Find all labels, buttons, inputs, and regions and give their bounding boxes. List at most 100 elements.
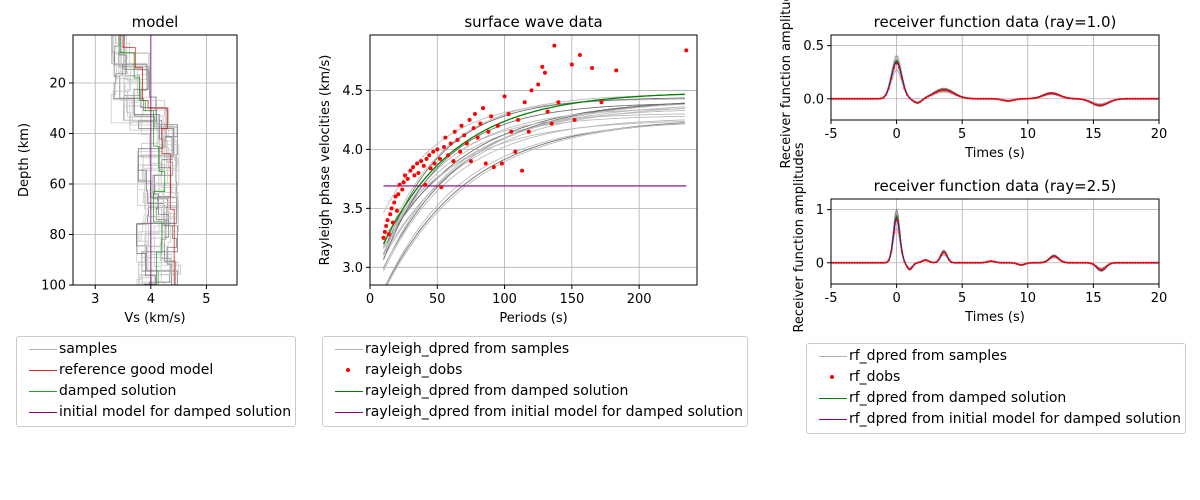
- axes-frame: [830, 34, 1160, 121]
- observed-rf-point: [924, 258, 927, 262]
- observed-rf-point: [1092, 102, 1095, 105]
- observed-point: [405, 176, 410, 181]
- observed-rf-point: [947, 258, 951, 261]
- legend-swatch: [819, 356, 847, 357]
- observed-rf-point: [1102, 103, 1105, 106]
- legend-label: damped solution: [59, 383, 177, 399]
- observed-rf-point: [1110, 99, 1113, 103]
- observed-rf-point: [1147, 261, 1150, 264]
- chart-title: receiver function data (ray=1.0): [874, 13, 1117, 31]
- observed-rf-point: [937, 90, 940, 93]
- observed-rf-point: [856, 97, 859, 100]
- observed-rf-point: [850, 97, 854, 100]
- observed-rf-point: [879, 261, 882, 264]
- observed-rf-point: [858, 261, 861, 264]
- x-axis-label: Times (s): [964, 310, 1025, 325]
- observed-rf-point: [1087, 261, 1090, 264]
- observed-rf-point: [924, 96, 927, 99]
- observed-rf-point: [1118, 261, 1121, 264]
- observed-rf-point: [1008, 261, 1011, 264]
- observed-rf-point: [974, 97, 977, 100]
- observed-rf-point: [1066, 96, 1069, 99]
- legend-item-samples: samples: [17, 339, 295, 360]
- observed-point: [402, 173, 407, 178]
- observed-rf-point: [850, 261, 854, 264]
- y-tick-label: 40: [49, 127, 66, 142]
- observed-point: [401, 180, 406, 185]
- observed-rf-point: [1018, 97, 1022, 101]
- observed-rf-point: [1021, 97, 1024, 100]
- axes-frame: [830, 198, 1160, 285]
- y-tick-label: 0.5: [803, 39, 824, 54]
- observed-rf-point: [1010, 99, 1014, 102]
- observed-rf-point: [929, 260, 932, 264]
- observed-point: [435, 147, 440, 152]
- sample-model-line: [113, 35, 178, 285]
- observed-rf-point: [1000, 261, 1003, 264]
- observed-rf-point: [1037, 261, 1040, 264]
- observed-point: [489, 114, 494, 119]
- observed-rf-point: [997, 261, 1001, 264]
- observed-rf-point: [866, 97, 869, 100]
- observed-point: [400, 187, 405, 192]
- observed-rf-point: [911, 99, 914, 102]
- observed-rf-point: [1034, 96, 1037, 99]
- observed-rf-point: [1155, 261, 1158, 264]
- observed-rf-point: [869, 97, 872, 100]
- observed-rf-point: [908, 268, 911, 271]
- observed-rf-point: [1150, 261, 1153, 264]
- legend-item-observed: rayleigh_dobs: [323, 360, 747, 381]
- x-tick-label: 20: [1151, 291, 1168, 306]
- y-tick-label: 80: [49, 228, 66, 243]
- panel-3: -5 0 5 10 15 20 0 1 receiver function data (ray=…: [792, 142, 1167, 332]
- observed-rf-point: [932, 261, 935, 264]
- observed-rf-point: [905, 265, 909, 268]
- observed-point: [427, 153, 432, 158]
- observed-point: [475, 135, 480, 140]
- observed-rf-point: [979, 261, 982, 264]
- observed-rf-point: [871, 261, 875, 264]
- observed-rf-point: [877, 261, 880, 264]
- observed-rf-point: [921, 98, 924, 101]
- observed-rf-point: [1126, 97, 1129, 100]
- x-tick-label: -5: [825, 291, 838, 306]
- observed-rf-point: [963, 261, 966, 264]
- observed-point: [389, 206, 394, 211]
- observed-point: [462, 133, 467, 138]
- observed-point: [443, 135, 448, 140]
- sample-model-line: [111, 35, 177, 285]
- observed-rf-point: [919, 100, 922, 103]
- observed-rf-point: [1105, 102, 1108, 105]
- observed-rf-point: [966, 97, 969, 100]
- observed-rf-point: [1066, 261, 1069, 264]
- plot-area: [381, 43, 689, 285]
- observed-rf-point: [1052, 92, 1056, 95]
- observed-rf-point: [871, 97, 875, 100]
- observed-rf-point: [1018, 263, 1022, 266]
- x-axis-label: Times (s): [964, 146, 1025, 161]
- observed-point: [590, 66, 595, 71]
- legend-label: rayleigh_dpred from damped solution: [365, 383, 629, 399]
- observed-rf-point: [861, 97, 864, 100]
- observed-rf-point: [945, 89, 948, 92]
- observed-rf-point: [911, 265, 914, 268]
- sample-rf-curve: [831, 212, 1159, 269]
- y-tick-label: 60: [49, 177, 66, 192]
- observed-rf-point: [926, 259, 930, 262]
- legend-label: rf_dobs: [849, 369, 901, 385]
- observed-rf-point: [832, 97, 835, 100]
- chart-title: model: [132, 13, 179, 31]
- observed-rf-point: [919, 260, 922, 264]
- observed-point: [499, 161, 504, 166]
- observed-rf-point: [1037, 96, 1040, 99]
- observed-rf-point: [861, 261, 864, 264]
- observed-rf-point: [1100, 268, 1103, 271]
- observed-rf-point: [1092, 263, 1095, 266]
- observed-rf-point: [947, 90, 951, 93]
- observed-rf-point: [1102, 267, 1105, 270]
- observed-rf-point: [976, 261, 980, 264]
- observed-rf-point: [1008, 99, 1011, 102]
- observed-point: [536, 82, 541, 87]
- y-axis-label: Depth (km): [17, 123, 32, 197]
- legend-label: rf_dpred from damped solution: [849, 390, 1067, 406]
